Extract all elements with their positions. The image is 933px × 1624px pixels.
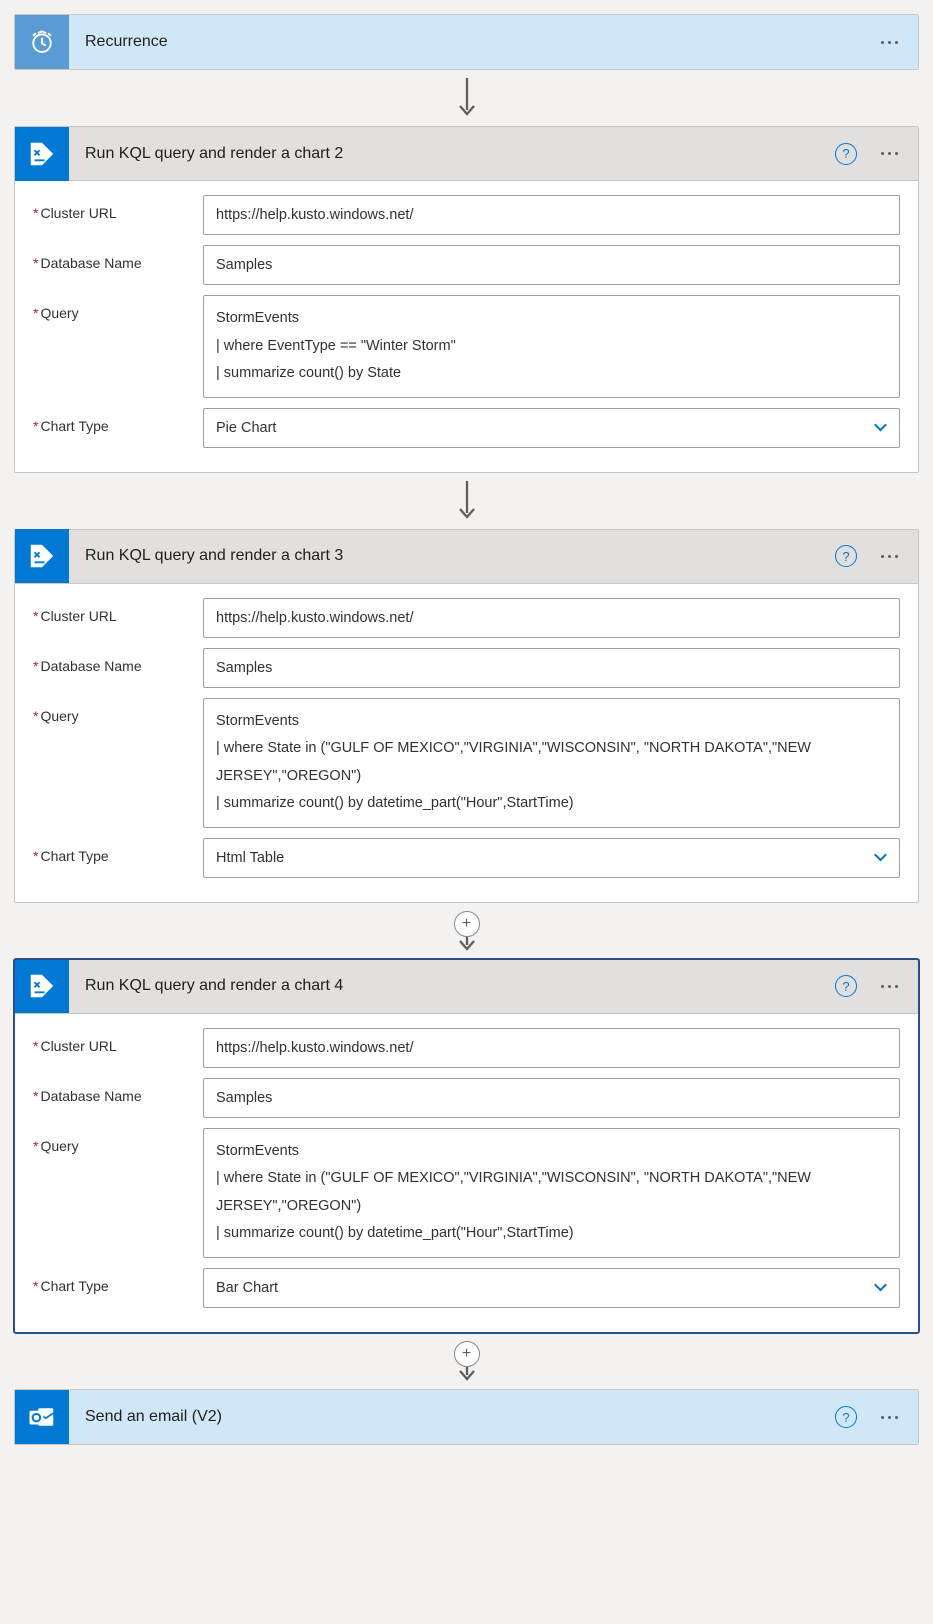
connector-arrow: + (14, 903, 919, 959)
recurrence-header: Recurrence (15, 15, 918, 69)
add-step-button[interactable]: + (454, 1341, 480, 1367)
more-menu-button[interactable] (875, 146, 904, 161)
chart-type-label: *Chart Type (33, 408, 203, 434)
kql-step-2-card: Run KQL query and render a chart 2 ? *Cl… (14, 126, 919, 473)
chevron-down-icon (874, 418, 887, 431)
recurrence-title: Recurrence (69, 33, 875, 51)
connector-arrow (14, 70, 919, 126)
help-button[interactable]: ? (835, 545, 857, 567)
add-step-button[interactable]: + (454, 911, 480, 937)
help-button[interactable]: ? (835, 1406, 857, 1428)
more-menu-button[interactable] (875, 979, 904, 994)
kql-step-2-header[interactable]: Run KQL query and render a chart 2 ? (15, 127, 918, 181)
kql-step-3-body: *Cluster URL https://help.kusto.windows.… (15, 584, 918, 902)
help-button[interactable]: ? (835, 975, 857, 997)
cluster-url-label: *Cluster URL (33, 1028, 203, 1054)
query-input[interactable]: StormEvents | where State in ("GULF OF M… (203, 698, 900, 828)
send-email-header: Send an email (V2) ? (15, 1390, 918, 1444)
more-menu-button[interactable] (875, 35, 904, 50)
more-menu-button[interactable] (875, 1410, 904, 1425)
kql-step-4-title: Run KQL query and render a chart 4 (69, 977, 835, 995)
database-name-input[interactable]: Samples (203, 1078, 900, 1118)
query-label: *Query (33, 295, 203, 321)
cluster-url-input[interactable]: https://help.kusto.windows.net/ (203, 598, 900, 638)
database-name-label: *Database Name (33, 648, 203, 674)
chart-type-select[interactable]: Bar Chart (203, 1268, 900, 1308)
chevron-down-icon (874, 1279, 887, 1292)
cluster-url-input[interactable]: https://help.kusto.windows.net/ (203, 1028, 900, 1068)
database-name-input[interactable]: Samples (203, 648, 900, 688)
query-input[interactable]: StormEvents | where EventType == "Winter… (203, 295, 900, 398)
outlook-icon (15, 1390, 69, 1444)
query-label: *Query (33, 698, 203, 724)
kusto-icon (15, 127, 69, 181)
kql-step-3-card: Run KQL query and render a chart 3 ? *Cl… (14, 529, 919, 903)
chevron-down-icon (874, 848, 887, 861)
connector-arrow: + (14, 1333, 919, 1389)
kql-step-3-title: Run KQL query and render a chart 3 (69, 547, 835, 565)
chart-type-label: *Chart Type (33, 1268, 203, 1294)
chart-type-select[interactable]: Pie Chart (203, 408, 900, 448)
kusto-icon (15, 529, 69, 583)
recurrence-icon (15, 15, 69, 69)
chart-type-label: *Chart Type (33, 838, 203, 864)
query-label: *Query (33, 1128, 203, 1154)
database-name-input[interactable]: Samples (203, 245, 900, 285)
kusto-icon (15, 959, 69, 1013)
kql-step-4-header[interactable]: Run KQL query and render a chart 4 ? (15, 960, 918, 1014)
more-menu-button[interactable] (875, 549, 904, 564)
cluster-url-label: *Cluster URL (33, 195, 203, 221)
connector-arrow (14, 473, 919, 529)
kql-step-2-title: Run KQL query and render a chart 2 (69, 145, 835, 163)
chart-type-select[interactable]: Html Table (203, 838, 900, 878)
database-name-label: *Database Name (33, 1078, 203, 1104)
database-name-label: *Database Name (33, 245, 203, 271)
kql-step-4-card: Run KQL query and render a chart 4 ? *Cl… (14, 959, 919, 1333)
cluster-url-label: *Cluster URL (33, 598, 203, 624)
cluster-url-input[interactable]: https://help.kusto.windows.net/ (203, 195, 900, 235)
kql-step-4-body: *Cluster URL https://help.kusto.windows.… (15, 1014, 918, 1332)
kql-step-3-header[interactable]: Run KQL query and render a chart 3 ? (15, 530, 918, 584)
recurrence-card[interactable]: Recurrence (14, 14, 919, 70)
kql-step-2-body: *Cluster URL https://help.kusto.windows.… (15, 181, 918, 472)
help-button[interactable]: ? (835, 143, 857, 165)
send-email-card[interactable]: Send an email (V2) ? (14, 1389, 919, 1445)
query-input[interactable]: StormEvents | where State in ("GULF OF M… (203, 1128, 900, 1258)
send-email-title: Send an email (V2) (69, 1408, 835, 1426)
